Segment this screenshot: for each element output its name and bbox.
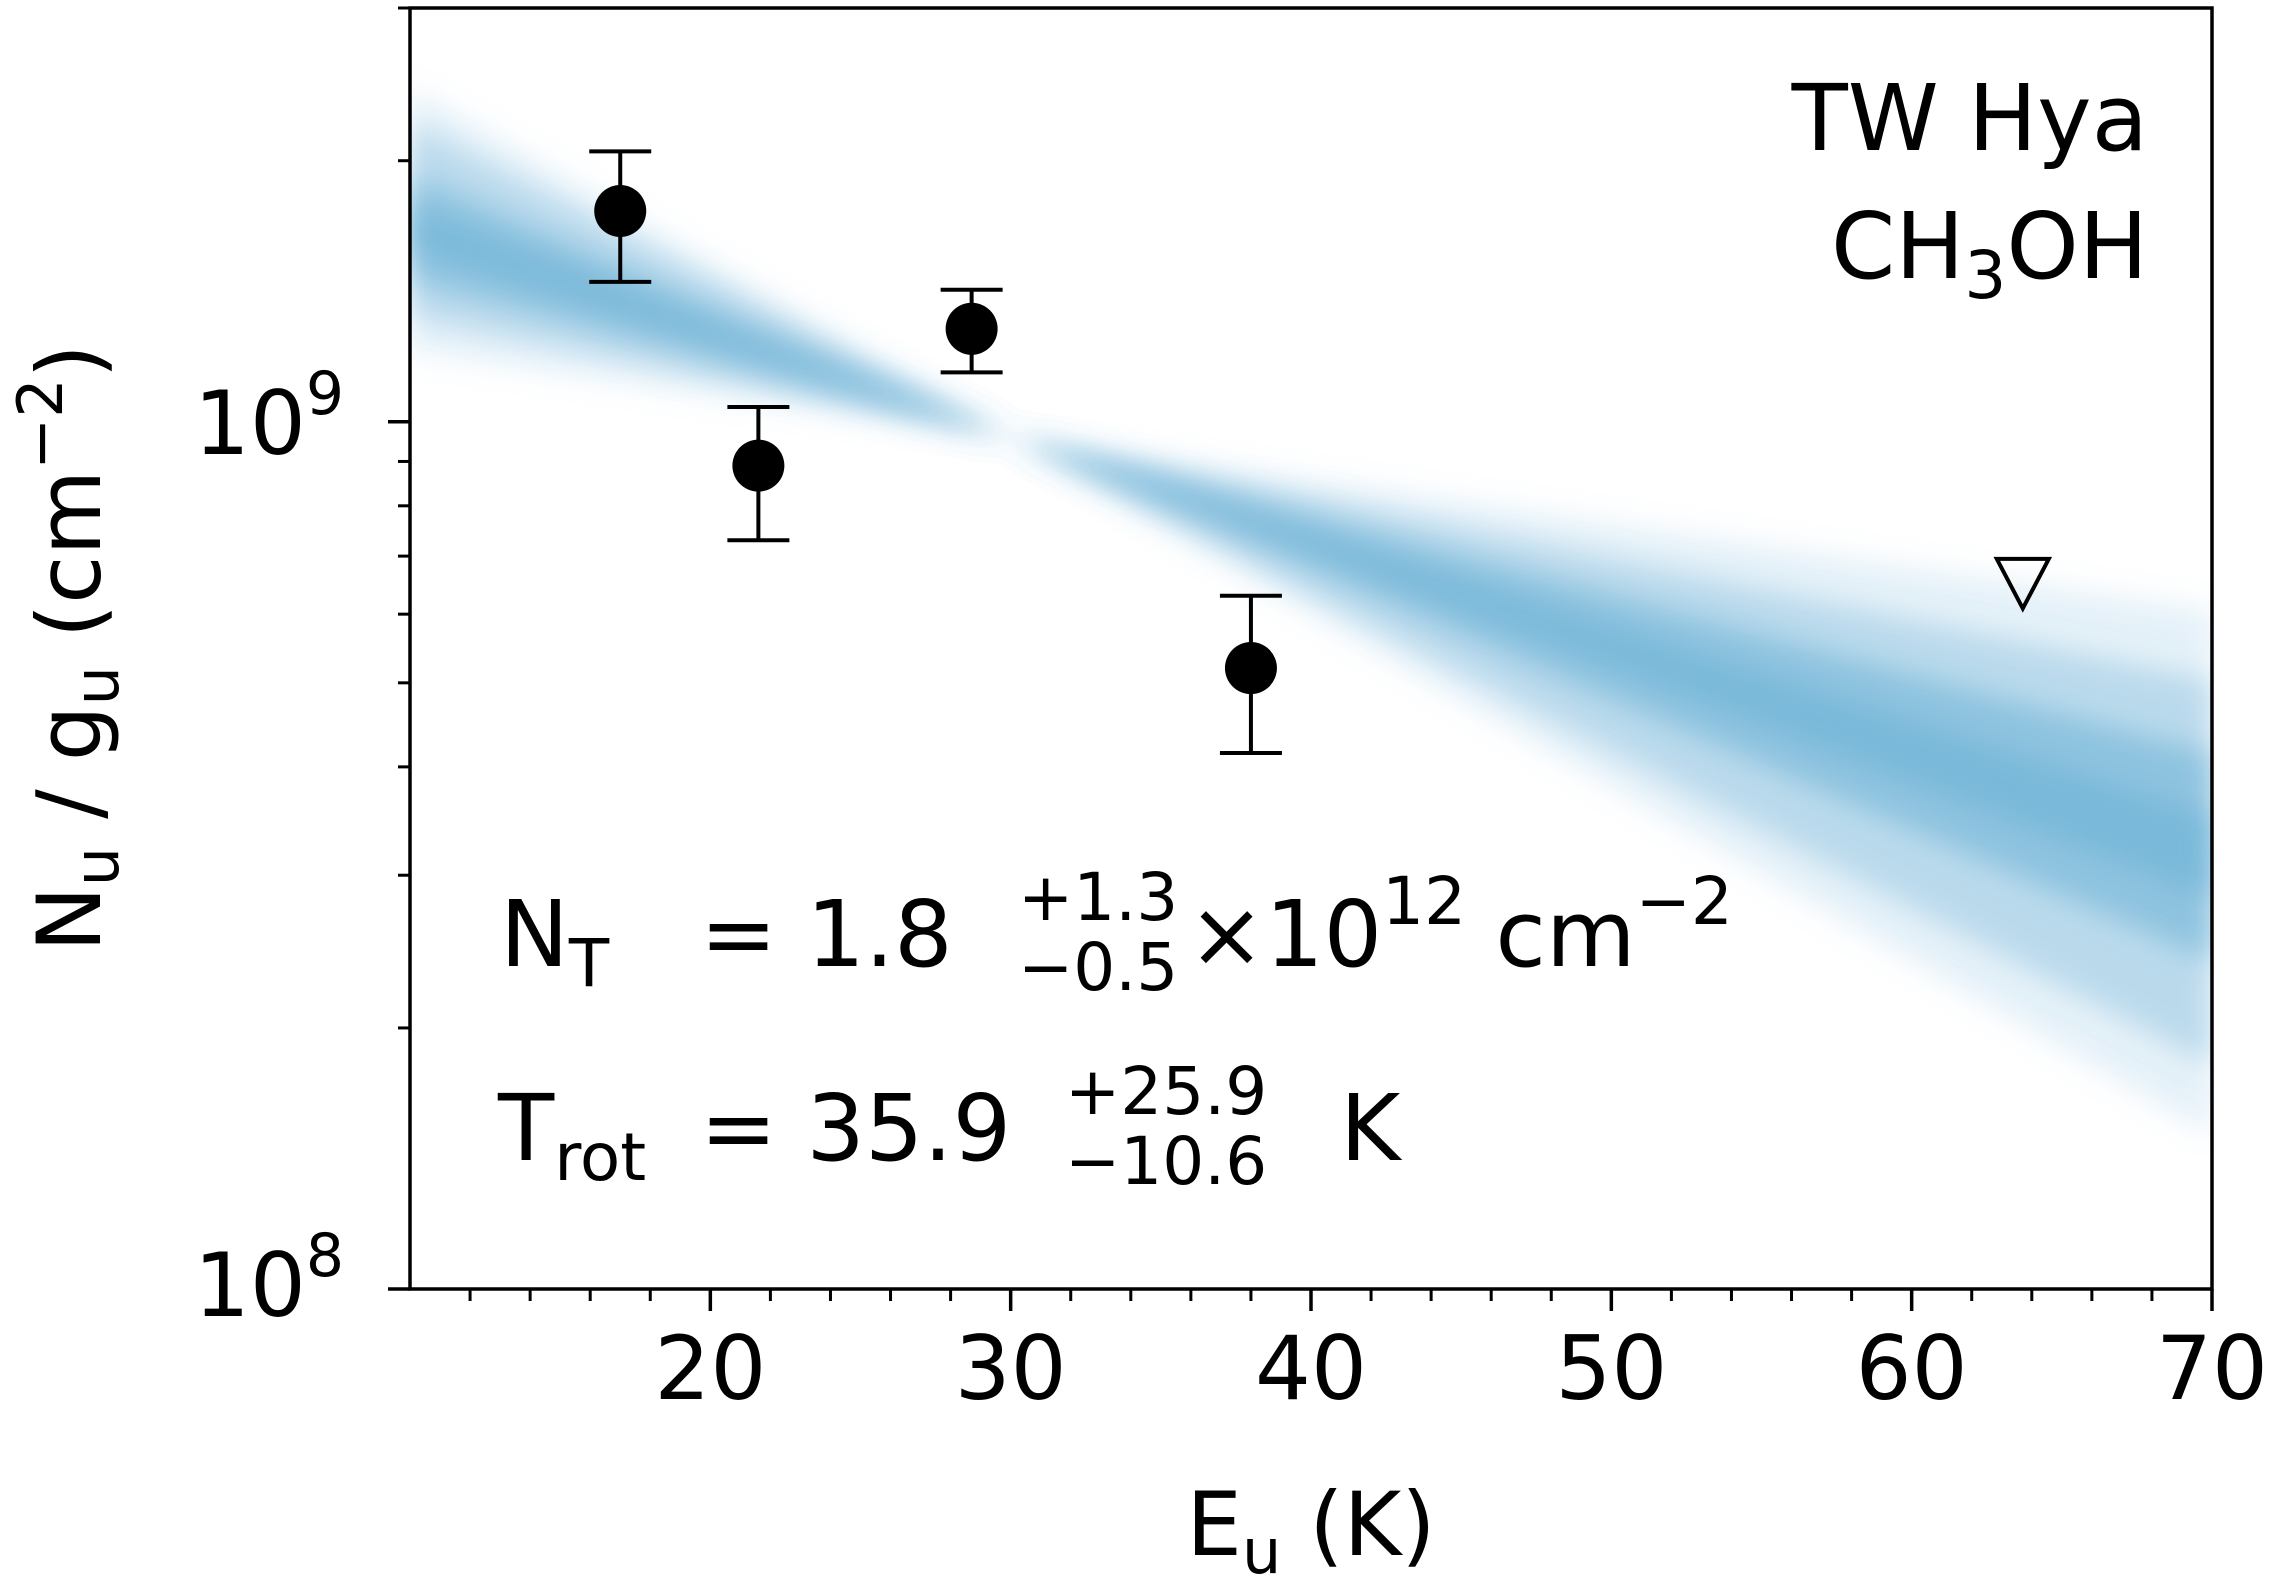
x-tick-label: 60 (1856, 1317, 1968, 1420)
fit-band-outer (410, 88, 2212, 1135)
svg-text:= 35.9: = 35.9 (700, 1075, 1011, 1182)
data-point (945, 302, 998, 355)
data-points (594, 185, 2053, 695)
x-tick-label: 30 (955, 1317, 1067, 1420)
svg-text:−10.6: −10.6 (1065, 1123, 1267, 1200)
fit-band-inner (410, 175, 2212, 961)
svg-text:K: K (1340, 1075, 1403, 1182)
svg-text:= 1.8: = 1.8 (700, 881, 953, 988)
fit-band-mid (410, 123, 2212, 1066)
svg-text:Trot: Trot (497, 1075, 646, 1196)
svg-text:+1.3: +1.3 (1018, 859, 1178, 936)
data-point (594, 185, 647, 238)
column-density-annotation: NT = 1.8 +1.3 −0.5 ×1012 cm−2 (500, 859, 1733, 1006)
x-tick-label: 50 (1555, 1317, 1667, 1420)
error-bars (589, 149, 1282, 756)
y-tick-label-1e8: 108 (194, 1221, 344, 1337)
plot-frame (408, 6, 2214, 1291)
rotational-temperature-annotation: Trot = 35.9 +25.9 −10.6 K (497, 1053, 1403, 1200)
x-axis-title: Eu (K) (1186, 1473, 1435, 1578)
svg-text:−0.5: −0.5 (1018, 929, 1178, 1006)
object-label: TW Hya (1791, 65, 2148, 172)
upper-limit-marker (1993, 556, 2053, 613)
molecule-label: CH3OH (1831, 193, 2148, 314)
y-tick-label-1e9: 109 (194, 359, 344, 475)
fit-uncertainty-band (410, 88, 2212, 1135)
x-tick-label: 20 (654, 1317, 766, 1420)
fit-band-core (410, 206, 2212, 899)
data-point (732, 439, 785, 492)
svg-text:×1012 cm−2: ×1012 cm−2 (1188, 863, 1733, 988)
y-axis-title: Nu / gu (cm−2) (4, 344, 133, 952)
axis-ticks: 20 30 40 50 60 70 (388, 6, 2268, 1420)
svg-text:NT: NT (500, 881, 610, 1002)
x-tick-label: 70 (2156, 1317, 2268, 1420)
data-point (1224, 642, 1277, 695)
x-tick-label: 40 (1255, 1317, 1367, 1420)
svg-text:+25.9: +25.9 (1065, 1053, 1267, 1130)
